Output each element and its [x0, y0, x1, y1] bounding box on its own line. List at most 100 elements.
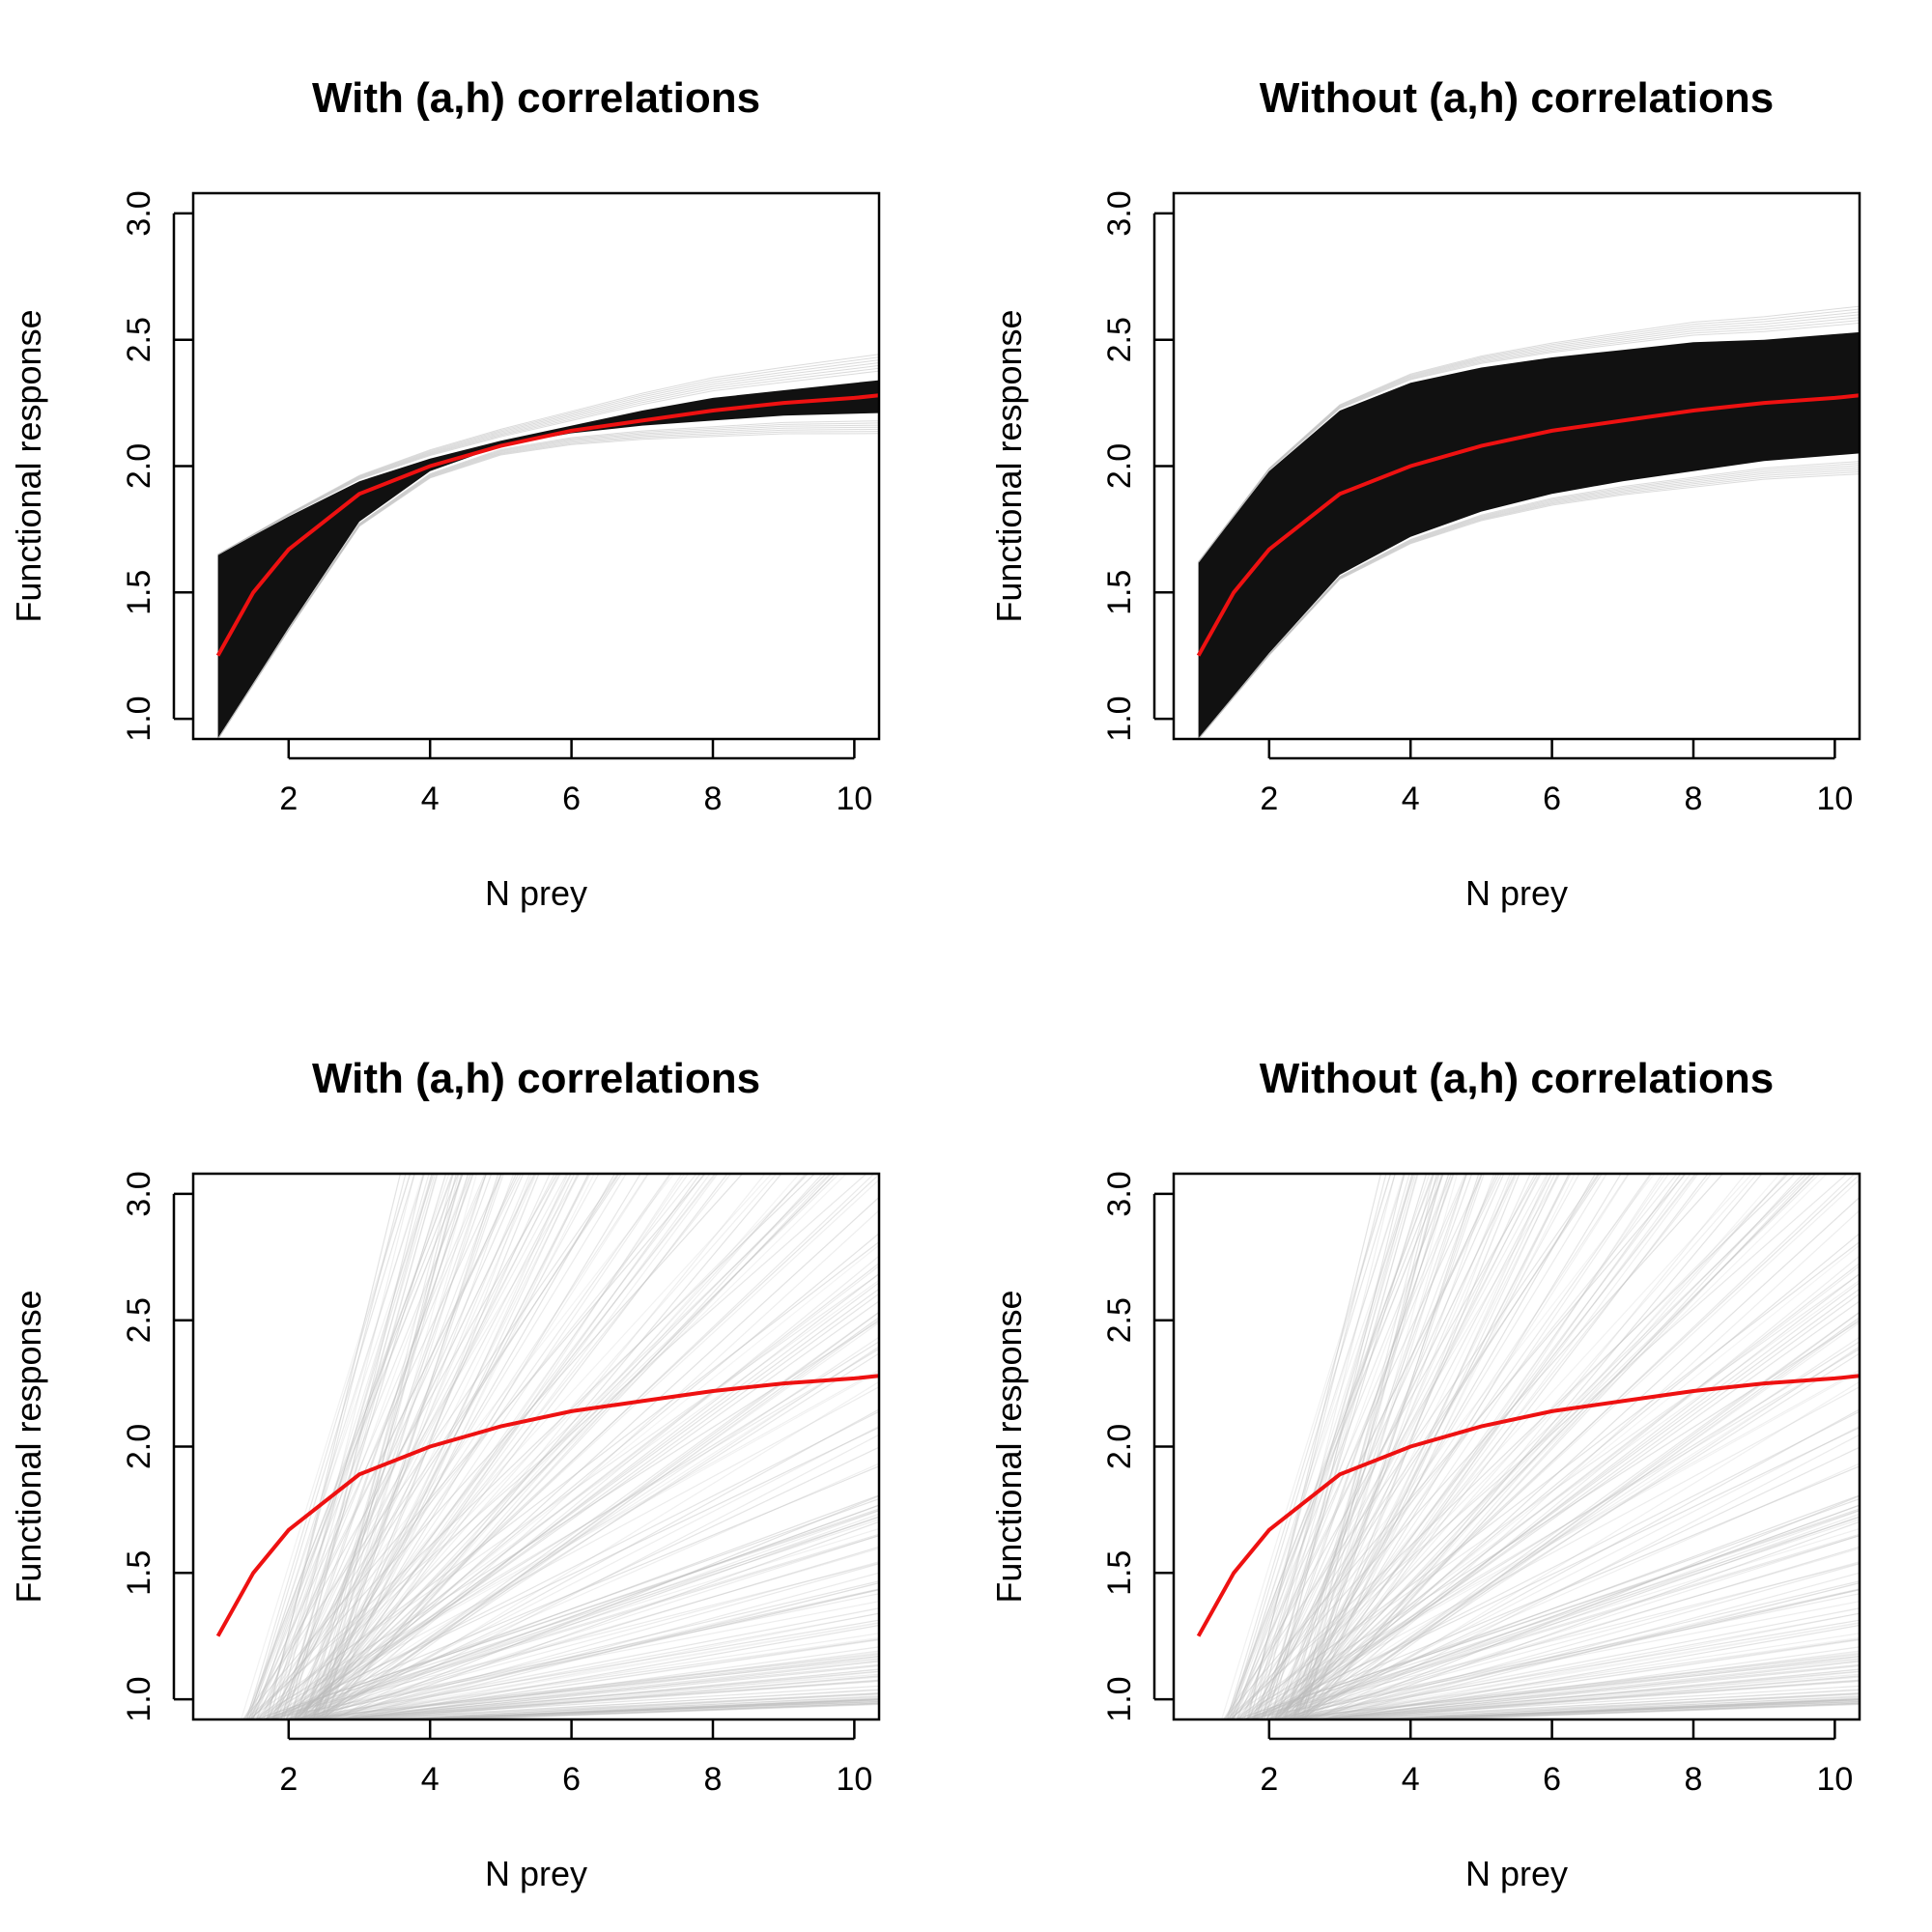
sample-line	[370, 1675, 879, 1719]
sample-line	[249, 1174, 816, 1719]
sample-line	[363, 1700, 879, 1719]
sample-line	[1312, 1434, 1860, 1719]
y-tick-label: 3.0	[1101, 1171, 1138, 1216]
sample-line	[1231, 1174, 1453, 1719]
sample-line	[1246, 1427, 1860, 1719]
sample-line	[1310, 1639, 1860, 1719]
sample-line	[1261, 1174, 1419, 1719]
sample-line	[313, 1174, 515, 1719]
sample-line	[294, 1347, 879, 1719]
sample-line	[246, 1174, 455, 1719]
sample-line	[1280, 1174, 1653, 1719]
sample-line	[1272, 1548, 1860, 1719]
sample-line	[1287, 1612, 1860, 1719]
sample-line	[1274, 1174, 1482, 1719]
sample-line	[261, 1174, 450, 1719]
y-tick-label: 1.0	[121, 696, 157, 741]
sample-line	[1238, 1348, 1860, 1719]
sample-line	[311, 1174, 728, 1719]
sample-line	[1355, 1701, 1860, 1719]
sample-line	[1304, 1174, 1513, 1719]
sample-line	[371, 1699, 879, 1719]
sample-line	[1296, 1685, 1860, 1719]
x-tick-label: 2	[1260, 1761, 1278, 1798]
sample-line	[247, 1174, 464, 1719]
x-tick-label: 10	[836, 781, 872, 817]
sample-line	[288, 1288, 879, 1719]
sample-line	[1287, 1425, 1860, 1719]
sample-line	[255, 1174, 520, 1719]
y-tick-label: 1.5	[121, 1550, 157, 1596]
sample-line	[345, 1661, 879, 1719]
sample-line	[261, 1498, 879, 1719]
sample-line	[1284, 1655, 1860, 1719]
sample-line	[1235, 1241, 1860, 1719]
y-tick-label: 2.0	[1101, 443, 1138, 489]
sample-line	[1397, 1702, 1860, 1719]
y-tick-label: 1.5	[1101, 570, 1138, 615]
sample-line	[1276, 1463, 1860, 1719]
x-tick-label: 4	[421, 1761, 440, 1798]
plot-area	[215, 354, 879, 739]
sample-line	[1273, 1174, 1860, 1719]
sample-line	[1275, 1174, 1817, 1719]
sample-line	[307, 1680, 879, 1719]
sample-line	[1267, 1174, 1630, 1719]
sample-line	[242, 1174, 706, 1719]
y-tick-label: 3.0	[121, 1171, 157, 1216]
sample-line	[1325, 1661, 1860, 1719]
sample-line	[294, 1174, 501, 1719]
sample-line	[301, 1174, 551, 1719]
sample-line	[1271, 1510, 1860, 1719]
sample-line	[1258, 1174, 1821, 1719]
sample-line	[289, 1174, 848, 1719]
sample-line	[306, 1196, 879, 1719]
sample-line	[1273, 1282, 1860, 1719]
sample-line	[1308, 1380, 1860, 1719]
x-tick-label: 6	[562, 781, 581, 817]
sample-line	[301, 1273, 879, 1719]
y-tick-label: 2.5	[121, 317, 157, 362]
sample-line	[1266, 1174, 1418, 1719]
x-tick-label: 4	[421, 781, 440, 817]
sample-line	[1307, 1670, 1860, 1719]
sample-line	[1262, 1174, 1505, 1719]
sample-line	[294, 1174, 493, 1719]
sample-line	[1261, 1174, 1455, 1719]
sample-line	[1264, 1174, 1413, 1719]
sample-line	[1302, 1209, 1860, 1719]
sample-line	[262, 1386, 879, 1719]
sample-line	[315, 1311, 879, 1719]
sample-line	[324, 1174, 532, 1719]
x-tick-label: 2	[279, 1761, 298, 1798]
sample-line	[249, 1369, 879, 1719]
sample-line	[312, 1408, 879, 1719]
sample-line	[288, 1588, 879, 1719]
sample-line	[263, 1174, 433, 1719]
sample-line	[293, 1513, 879, 1719]
sample-line	[1358, 1698, 1860, 1719]
sample-line	[1271, 1580, 1860, 1719]
sample-line	[320, 1174, 499, 1719]
sample-line	[1274, 1174, 1473, 1719]
sample-line	[394, 1698, 879, 1719]
sample-line	[244, 1174, 867, 1719]
fringe-curve	[217, 354, 879, 555]
sample-line	[323, 1174, 683, 1719]
sample-line	[1241, 1498, 1860, 1719]
sample-line	[1284, 1174, 1444, 1719]
sample-line	[322, 1174, 579, 1719]
sample-line	[1349, 1671, 1860, 1719]
sample-line	[1304, 1312, 1860, 1719]
panel-2: 2 4 6 8 10 1.0 1.5 2.0 2.5 3.0 Without (a,h) corre…	[989, 74, 1861, 913]
sample-line	[1314, 1680, 1860, 1719]
sample-line	[412, 1699, 879, 1719]
sample-line	[1407, 1703, 1860, 1719]
sample-line	[1375, 1698, 1860, 1719]
sample-line	[1278, 1174, 1580, 1719]
sample-line	[285, 1174, 671, 1719]
sample-line	[1235, 1508, 1860, 1719]
sample-line	[1288, 1174, 1572, 1719]
sample-line	[1310, 1664, 1860, 1719]
sample-line	[1289, 1174, 1622, 1719]
